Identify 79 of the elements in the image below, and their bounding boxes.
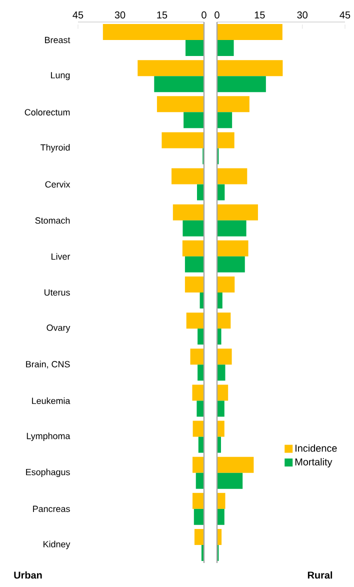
bar <box>192 420 204 437</box>
bar <box>217 240 248 256</box>
y-tick-label: Colorectum <box>24 108 70 116</box>
bar <box>192 492 204 509</box>
x-tick-label: 15 <box>254 12 265 18</box>
bar <box>217 256 245 272</box>
bar <box>217 384 228 401</box>
bar <box>138 60 204 76</box>
y-tick-label: Breast <box>45 36 70 44</box>
y-tick-label: Thyroid <box>40 144 70 152</box>
bar <box>217 184 225 200</box>
x-tick-label: 45 <box>340 12 350 18</box>
y-tick-label: Esophagus <box>26 468 70 478</box>
bar <box>196 472 204 489</box>
y-tick-label: Kidney <box>44 540 70 550</box>
bar <box>217 456 254 473</box>
x-tick-label: 15 <box>157 12 168 18</box>
bar <box>196 400 204 417</box>
bar <box>217 312 231 329</box>
y-tick-label: Leukemia <box>32 397 70 404</box>
bar <box>198 328 204 345</box>
bar <box>194 508 204 525</box>
y-tick-label: Pancreas <box>33 506 70 512</box>
bar <box>182 220 204 236</box>
bar <box>217 112 232 128</box>
bar <box>217 492 226 509</box>
bar <box>217 348 232 365</box>
bar <box>154 76 204 92</box>
bar <box>217 420 224 437</box>
y-tick-label: Cervix <box>45 181 70 188</box>
bar <box>192 384 204 401</box>
bar <box>192 456 204 473</box>
x-tick-label: 0 <box>214 11 220 18</box>
x-tick-label: 45 <box>72 12 84 18</box>
bar <box>184 276 204 292</box>
bar <box>190 348 204 365</box>
bar <box>217 220 246 236</box>
bar <box>217 60 283 76</box>
bar <box>217 204 258 220</box>
bar <box>217 40 234 56</box>
bar <box>217 76 266 92</box>
y-tick-label: Lymphoma <box>26 432 70 441</box>
x-tick-label: 30 <box>114 11 126 18</box>
bar <box>217 508 224 525</box>
bar <box>217 292 222 308</box>
bar <box>186 40 204 56</box>
bar <box>184 256 204 272</box>
bar <box>217 24 282 40</box>
legend-label: Incidence <box>296 444 337 452</box>
y-tick-label: Ovary <box>46 324 70 333</box>
x-tick-label: 30 <box>297 11 308 18</box>
bar <box>217 400 224 417</box>
y-tick-label: Stomach <box>35 217 70 224</box>
y-tick-label: Lung <box>51 72 70 80</box>
bar <box>156 96 204 112</box>
bar <box>184 112 204 128</box>
x-axis-title: Rural <box>308 571 332 579</box>
bar <box>102 24 204 40</box>
bar <box>217 364 226 381</box>
y-tick-label: Uterus <box>44 289 70 296</box>
bar <box>162 132 204 148</box>
x-tick-label: 0 <box>202 11 206 18</box>
legend-label: Mortality <box>295 458 332 468</box>
y-tick-label: Brain, CNS <box>26 360 70 368</box>
bar <box>217 96 250 112</box>
bar <box>217 472 243 489</box>
bar <box>217 168 248 184</box>
bar <box>198 364 204 381</box>
y-tick-label: Liver <box>52 253 70 260</box>
bar <box>172 204 204 220</box>
bar <box>217 276 235 292</box>
x-axis-title: Urban <box>14 571 42 579</box>
bar <box>186 312 204 329</box>
bar <box>217 328 222 345</box>
bar <box>196 184 204 200</box>
bar <box>182 240 204 256</box>
bar <box>194 528 204 545</box>
bar <box>217 132 234 148</box>
bar <box>172 168 204 184</box>
